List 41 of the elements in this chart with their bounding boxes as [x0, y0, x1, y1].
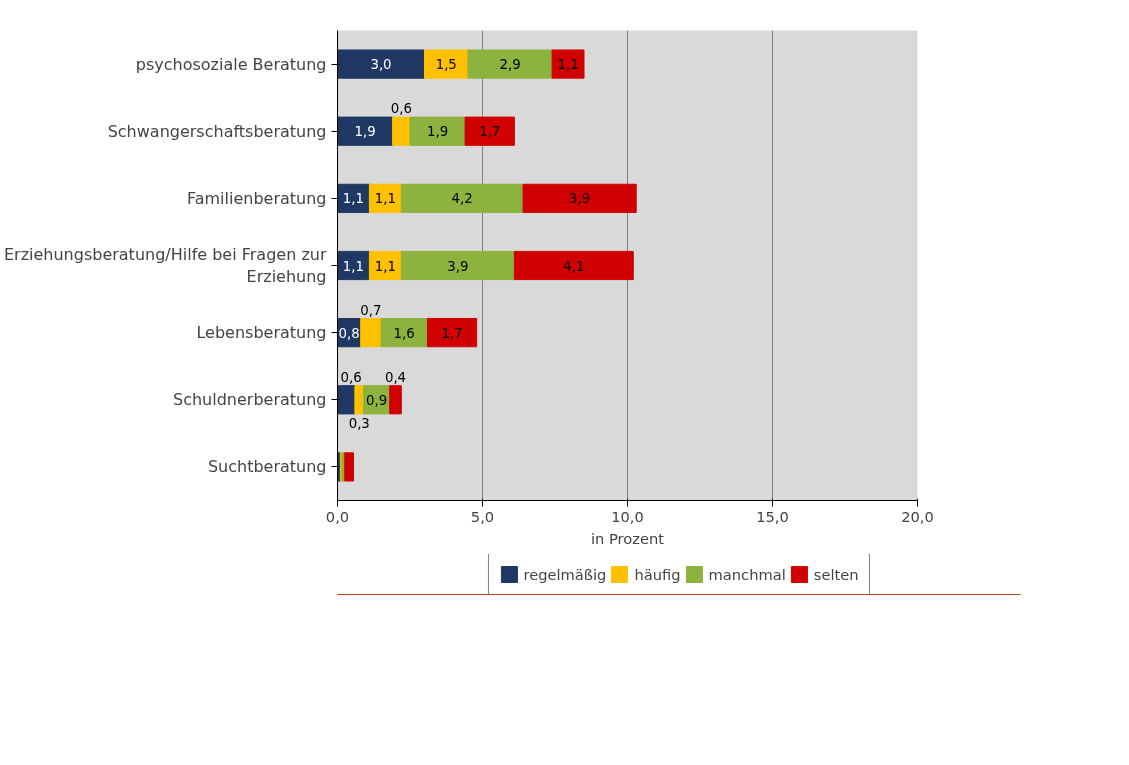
- x-tick-label: 0,0: [325, 507, 350, 525]
- data-label: 3,9: [447, 258, 469, 274]
- data-label: 0,9: [366, 392, 388, 408]
- data-label: 4,1: [563, 258, 585, 274]
- y-tick-label: Schuldnerberatung: [173, 390, 327, 410]
- data-label: 1,9: [354, 124, 376, 140]
- legend-label: manchmal: [708, 565, 786, 583]
- data-label: 1,1: [374, 191, 396, 207]
- data-label: 1,7: [441, 325, 463, 341]
- data-label: 3,9: [569, 191, 591, 207]
- data-label: 1,1: [557, 57, 579, 73]
- data-label: 0,7: [360, 302, 382, 318]
- y-tick-label: Suchtberatung: [207, 457, 327, 477]
- data-label: 1,1: [342, 191, 365, 207]
- data-label: 1,7: [479, 124, 501, 140]
- x-tick-label: 15,0: [756, 507, 789, 525]
- legend-label: häufig: [634, 565, 681, 583]
- y-tick-label: Schwangerschaftsberatung: [107, 121, 327, 141]
- data-label: 1,9: [426, 124, 449, 140]
- y-tick-label: Erziehungsberatung/Hilfe bei Fragen zur Erziehung: [3, 244, 327, 287]
- x-tick-label: 10,0: [611, 507, 644, 525]
- data-label: 1,6: [393, 325, 415, 341]
- data-label: 1,5: [435, 57, 457, 73]
- data-label: 0,4: [384, 369, 407, 385]
- legend-label: regelmäßig: [523, 565, 607, 583]
- data-label: 0,3: [348, 415, 370, 431]
- legend-label: selten: [813, 565, 859, 583]
- data-label: 1,1: [374, 258, 396, 274]
- y-tick-label: Lebensberatung: [196, 323, 327, 343]
- data-label: 4,2: [451, 191, 473, 207]
- y-tick-label: Familienberatung: [186, 188, 327, 208]
- y-tick-label: psychosoziale Beratung: [135, 54, 327, 74]
- data-label: 0,6: [340, 369, 362, 385]
- x-tick-label: 5,0: [470, 507, 495, 525]
- data-label: 0,6: [390, 101, 412, 117]
- x-axis-title: in Prozent: [590, 529, 665, 547]
- data-label: 1,1: [342, 258, 365, 274]
- data-label: 0,8: [338, 325, 360, 341]
- data-label: 2,9: [499, 57, 521, 73]
- data-label: 3,0: [370, 57, 392, 73]
- x-tick-label: 20,0: [901, 507, 934, 525]
